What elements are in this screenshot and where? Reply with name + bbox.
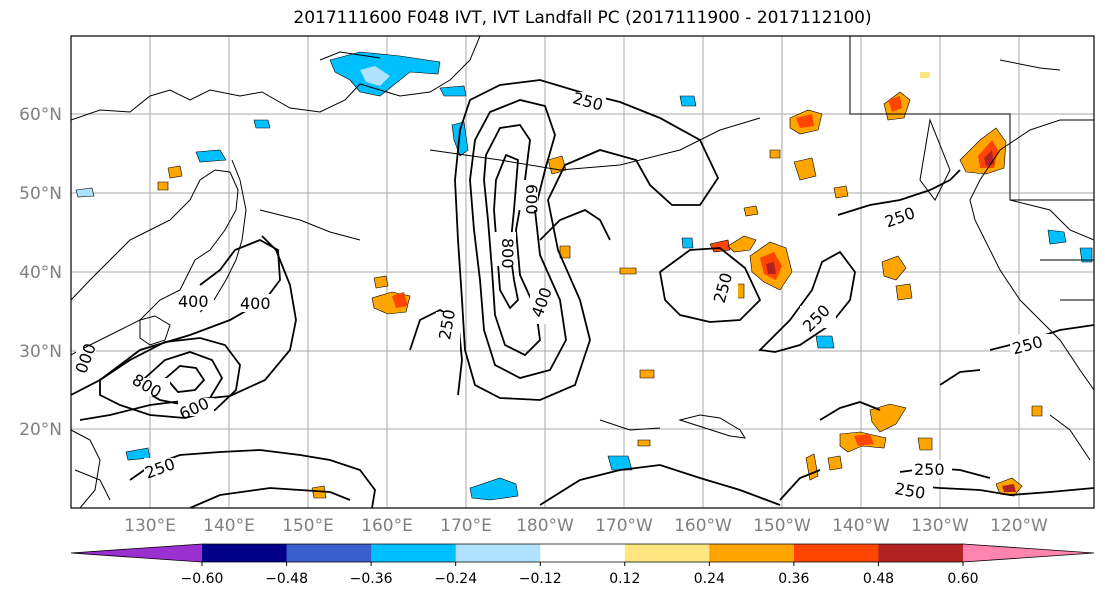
lon-label: 130°E [124,516,176,536]
colorbar-tick-label: −0.12 [519,571,562,587]
colorbar-segment [878,544,964,562]
colorbar-segment [793,544,879,562]
colorbar-tick-label: 0.24 [694,571,725,587]
lon-label: 140°W [832,516,890,536]
map-title: 2017111600 F048 IVT, IVT Landfall PC (20… [293,8,872,28]
lon-label: 140°E [203,516,255,536]
longitude-labels: 130°E 140°E 150°E 160°E 170°E 180°W 170°… [124,516,1048,536]
colorbar-tick-labels: −0.60 −0.48 −0.36 −0.24 −0.12 0.12 0.24 0.36 0.4… [181,562,979,587]
contour-label: 400 [178,292,209,311]
colorbar-segment [709,544,795,562]
colorbar-tick-label: 0.48 [863,571,894,587]
lon-label: 120°W [990,516,1048,536]
colorbar-segment [202,544,288,562]
contour-label: 800 [498,238,517,269]
coastlines [71,36,1094,508]
colorbar-tick-label: 0.12 [609,571,640,587]
lat-label: 30°N [19,342,62,362]
contour-labels: 250 600 800 400 250 400 400 000 800 600 … [72,88,1050,503]
lat-label: 50°N [19,184,62,204]
colorbar-segment [286,544,372,562]
map-frame [70,35,1095,509]
colorbar-extension-max [963,544,1094,562]
contour-label: 250 [914,460,945,479]
colorbar-segment [455,544,541,562]
lon-label: 170°W [595,516,653,536]
colorbar-tick-label: −0.48 [265,571,308,587]
lat-label: 40°N [19,263,62,283]
colorbar-extension-min [71,544,202,562]
contour-label: 600 [522,184,541,215]
lon-label: 130°W [911,516,969,536]
lon-label: 180°W [516,516,574,536]
negative-pc-patches [75,51,1093,501]
colorbar-tick-label: −0.24 [434,571,477,587]
lat-label: 60°N [19,105,62,125]
lon-label: 160°E [361,516,413,536]
colorbar-tick-label: −0.36 [350,571,393,587]
colorbar-tick-label: 0.60 [947,571,978,587]
lon-label: 150°W [753,516,811,536]
contour-label: 400 [240,294,271,313]
lon-label: 160°W [674,516,732,536]
lat-label: 20°N [19,420,62,440]
colorbar [70,543,1095,563]
colorbar-segment [540,544,626,562]
positive-pc-patches [157,72,1043,499]
colorbar-tick-label: −0.60 [181,571,224,587]
colorbar-tick-label: 0.36 [778,571,809,587]
lon-label: 170°E [440,516,492,536]
lon-label: 150°E [282,516,334,536]
latitude-labels: 60°N 50°N 40°N 30°N 20°N [19,105,62,440]
colorbar-segment [624,544,710,562]
colorbar-segment [371,544,457,562]
